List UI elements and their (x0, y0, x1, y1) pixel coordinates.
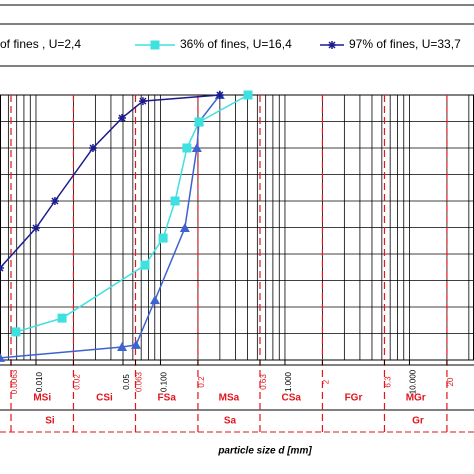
x-tick-label: 10.000 (409, 369, 418, 394)
data-point (118, 114, 127, 123)
data-point (57, 313, 67, 323)
soil-group-label: Sa (224, 416, 237, 427)
legend: of fines , U=2,4 36% of fines, U=16,4 97% … (0, 37, 461, 51)
soil-group-label: Gr (412, 416, 424, 427)
soil-class-label: FSa (158, 393, 177, 404)
soil-class-label: CSa (281, 393, 301, 404)
data-point (149, 295, 160, 305)
soil-group-label: Si (45, 416, 55, 427)
x-tick-label: 0.0063 (10, 369, 19, 394)
data-point (31, 224, 40, 233)
data-point (11, 327, 21, 337)
legend-label: 97% of fines, U=33,7 (349, 37, 461, 51)
x-tick-label: 1.000 (284, 371, 293, 392)
x-tick-label: 6.3 (384, 376, 393, 388)
soil-class-label: MSa (219, 393, 240, 404)
data-point (158, 233, 168, 243)
x-tick-label: 0.100 (160, 371, 169, 392)
legend-label: of fines , U=2,4 (0, 37, 81, 51)
soil-class-label: CSi (96, 393, 113, 404)
soil-class-label: MSi (33, 393, 51, 404)
x-tick-label: 0.2 (197, 376, 206, 388)
data-point (194, 117, 204, 127)
data-point (138, 97, 147, 106)
x-tick-label: 20 (446, 377, 455, 386)
data-point (140, 260, 150, 270)
x-tick-label: 0.63 (259, 374, 268, 390)
data-point (182, 143, 192, 153)
legend-label: 36% of fines, U=16,4 (180, 37, 292, 51)
legend-marker (150, 40, 160, 50)
data-point (117, 342, 128, 352)
data-point (88, 144, 97, 152)
data-point (170, 196, 180, 206)
legend-marker (328, 41, 336, 49)
x-tick-label: 0.05 (122, 374, 131, 390)
data-point (0, 352, 5, 362)
x-tick-label: 0.010 (35, 371, 44, 392)
soil-class-label: MGr (406, 393, 426, 404)
data-point (215, 91, 224, 99)
legend-box (0, 23, 474, 67)
x-axis-label: particle size d [mm] (217, 446, 312, 457)
plot: 0.0063 0.010 0.02 0.05 0.063 0.100 0.2 0.63 1.00… (0, 90, 474, 433)
x-tick-label: 2 (322, 379, 331, 384)
data-point (191, 143, 202, 152)
x-tick-label: 0.02 (73, 374, 82, 390)
soil-class-label: FGr (345, 393, 363, 404)
data-point (243, 90, 253, 100)
x-tick-label: 0.063 (135, 371, 144, 392)
data-point (131, 339, 142, 349)
data-point (50, 197, 59, 205)
data-point (179, 223, 190, 233)
